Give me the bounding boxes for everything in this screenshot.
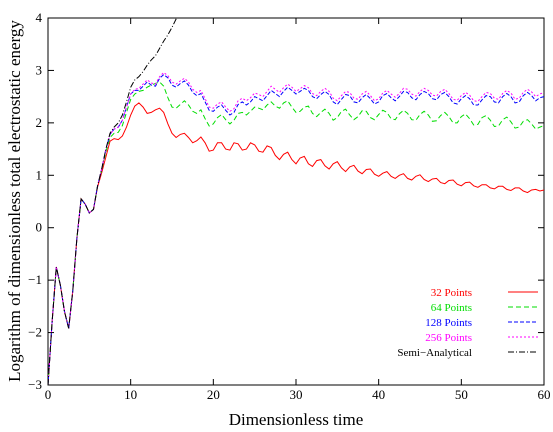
legend-label: 64 Points bbox=[431, 302, 472, 314]
legend-label: 256 Points bbox=[425, 332, 472, 344]
y-axis-title: Logarithm of dimensionless total electro… bbox=[5, 20, 24, 382]
x-tick-label: 0 bbox=[45, 387, 52, 402]
y-tick-label: −2 bbox=[28, 325, 42, 340]
legend: 32 Points 64 Points 128 Points 256 Points Se… bbox=[397, 287, 538, 359]
y-tick-label: −3 bbox=[28, 377, 42, 392]
ticks: 0 10 20 30 40 50 60 −3 −2 −1 0 1 2 3 4 bbox=[28, 10, 550, 402]
series-line bbox=[48, 81, 544, 385]
x-tick-label: 50 bbox=[455, 387, 468, 402]
x-tick-label: 40 bbox=[372, 387, 385, 402]
x-axis-title: Dimensionless time bbox=[229, 410, 364, 429]
y-tick-label: 1 bbox=[36, 167, 43, 182]
series-line bbox=[48, 18, 178, 385]
y-tick-label: 0 bbox=[36, 220, 43, 235]
x-tick-label: 60 bbox=[538, 387, 551, 402]
series-line bbox=[48, 102, 544, 385]
x-tick-label: 30 bbox=[290, 387, 303, 402]
legend-label: 128 Points bbox=[425, 317, 472, 329]
y-tick-label: 3 bbox=[36, 62, 43, 77]
legend-label: Semi−Analytical bbox=[397, 347, 472, 359]
x-tick-label: 20 bbox=[207, 387, 220, 402]
legend-label: 32 Points bbox=[431, 287, 472, 299]
plot-frame bbox=[47, 17, 545, 386]
y-tick-label: −1 bbox=[28, 272, 42, 287]
series-line bbox=[48, 71, 544, 385]
x-tick-label: 10 bbox=[124, 387, 137, 402]
y-tick-label: 4 bbox=[36, 10, 43, 25]
series-layer bbox=[48, 18, 544, 385]
y-tick-label: 2 bbox=[36, 115, 43, 130]
